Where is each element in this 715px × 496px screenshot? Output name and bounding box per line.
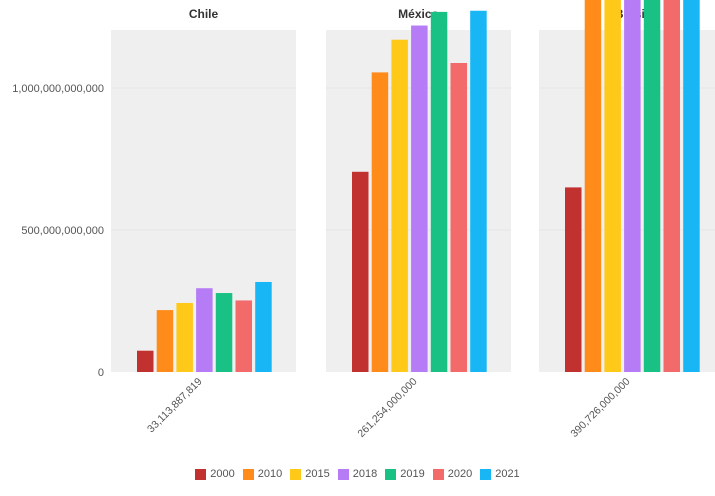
legend-item-2020: 2020 (432, 468, 473, 480)
bar-2019-Chile (215, 293, 233, 372)
x-tick-label: 390,726,000,000 (568, 376, 632, 440)
x-tick-label: 33,113,887,819 (145, 376, 205, 436)
bar-2021-Chile (255, 281, 272, 372)
legend-label: 2010 (257, 468, 283, 480)
bar-2021-México (470, 10, 487, 372)
bar-2020-México (450, 63, 467, 373)
bar-2000-Brasil (565, 187, 582, 372)
bar-2010-México (371, 72, 389, 372)
legend-label: 2020 (447, 468, 473, 480)
legend-item-2010: 2010 (242, 468, 283, 480)
bar-2018-Brasil (624, 0, 641, 372)
legend-swatch (195, 468, 207, 480)
legend-item-2000: 2000 (195, 468, 235, 480)
legend-label: 2021 (495, 468, 520, 480)
bar-2015-Chile (176, 302, 193, 372)
bar-2000-México (352, 171, 369, 372)
legend-item-2021: 2021 (480, 468, 520, 480)
legend-swatch (337, 468, 349, 480)
legend-item-2019: 2019 (385, 468, 425, 480)
legend-swatch (290, 468, 302, 480)
legend-item-2018: 2018 (337, 468, 378, 480)
legend-swatch (242, 468, 254, 480)
y-tick-label: 500,000,000,000 (21, 225, 104, 237)
legend: 2000 2010 2015 2018 2019 2020 2021 (0, 468, 715, 480)
bar-2020-Brasil (663, 0, 680, 372)
legend-label: 2018 (352, 468, 378, 480)
legend-swatch (385, 468, 397, 480)
bar-2000-Chile (137, 350, 154, 372)
bar-2018-Chile (196, 288, 213, 372)
panel-title: Chile (189, 7, 219, 21)
bar-2018-México (411, 25, 428, 373)
bar-2019-Brasil (643, 0, 661, 372)
bar-2021-Brasil (683, 0, 700, 372)
legend-label: 2015 (305, 468, 330, 480)
bar-2019-México (430, 11, 448, 372)
y-tick-label: 1,000,000,000,000 (12, 83, 104, 95)
panel-title: México (398, 7, 439, 21)
legend-label: 2019 (400, 468, 425, 480)
legend-swatch (432, 468, 444, 480)
y-tick-label: 0 (98, 367, 104, 379)
bar-2015-México (391, 39, 408, 372)
bar-2010-Chile (156, 310, 174, 372)
legend-swatch (480, 468, 492, 480)
legend-item-2015: 2015 (290, 468, 330, 480)
bar-2015-Brasil (604, 0, 621, 373)
bar-2010-Brasil (584, 0, 602, 373)
x-tick-label: 261,254,000,000 (355, 376, 419, 440)
legend-label: 2000 (210, 468, 235, 480)
bar-2020-Chile (235, 300, 252, 372)
